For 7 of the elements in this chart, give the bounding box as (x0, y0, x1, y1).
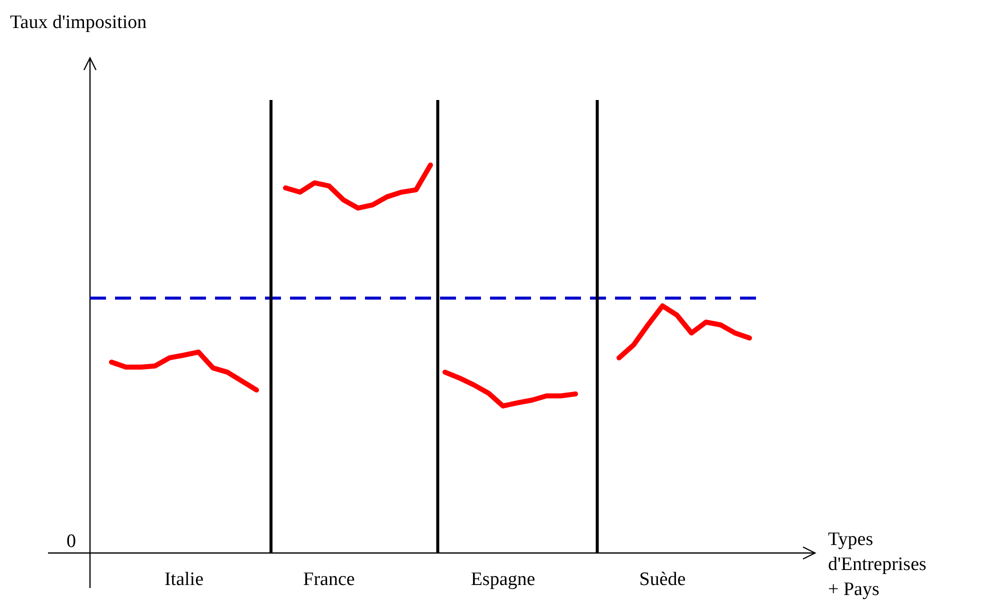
x-tick-label: Suède (639, 569, 686, 590)
x-axis-title: Types d'Entreprises + Pays (828, 529, 926, 600)
x-tick-label: Italie (164, 569, 204, 590)
text: 0 (66, 531, 76, 552)
text: Taux d'imposition (10, 12, 148, 33)
x-tick-label: Espagne (470, 569, 536, 590)
x-tick-label: France (303, 569, 355, 590)
